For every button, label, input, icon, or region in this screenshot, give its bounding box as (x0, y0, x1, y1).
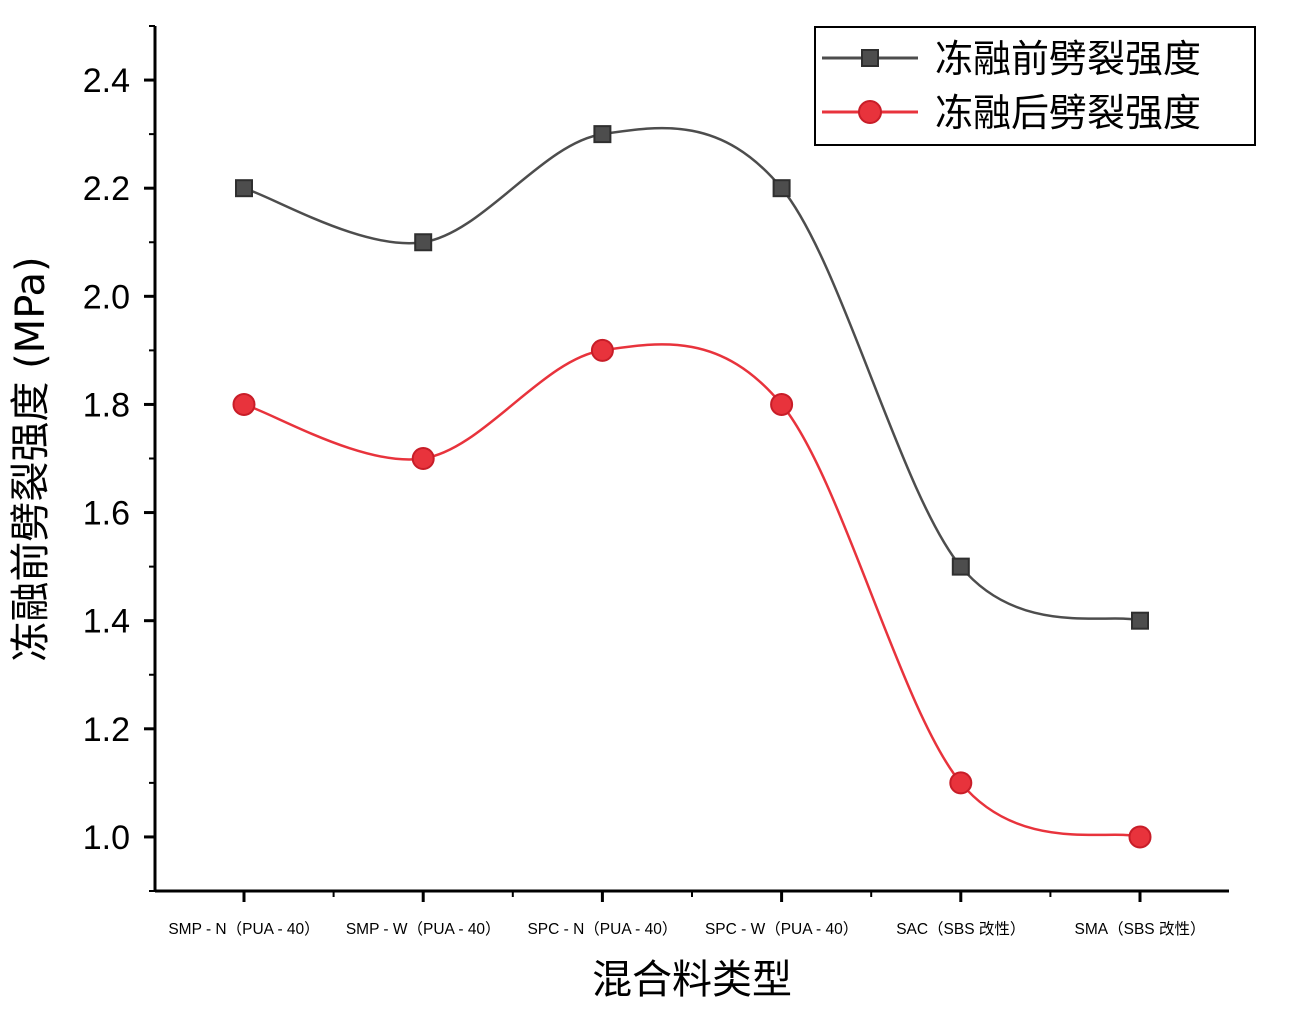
series-after-freeze-point-4 (770, 392, 794, 416)
y-tick-label: 2.0 (83, 278, 130, 316)
series-before-freeze-point-2 (414, 233, 433, 252)
x-tick-label: SMP - N（PUA - 40） (168, 921, 319, 938)
labels-layer: 1.0 1.2 1.4 1.6 1.8 2.0 2.2 2.4 SMP - N（PUA - 40… (83, 62, 1206, 938)
series-after-freeze-point-6 (1128, 825, 1152, 849)
legend: 冻融前劈裂强度 冻融后劈裂强度 (814, 26, 1256, 146)
x-tick-label: SMP - W（PUA - 40） (346, 921, 501, 938)
x-axis-title: 混合料类型 (592, 957, 792, 1003)
series-before-freeze-point-5 (951, 557, 970, 576)
x-tick-label: SMA（SBS 改性） (1075, 920, 1206, 938)
y-tick-label: 1.0 (83, 819, 130, 857)
x-tick-label: SPC - N（PUA - 40） (527, 921, 677, 938)
legend-label-series-2: 冻融后劈裂强度 (935, 91, 1201, 135)
x-tick-label: SAC（SBS 改性） (896, 920, 1025, 938)
y-tick-label: 2.2 (83, 170, 130, 208)
legend-square-marker (861, 49, 879, 67)
y-tick-label: 1.8 (83, 386, 130, 424)
legend-circle-marker (858, 100, 882, 124)
series-after-freeze-point-1 (232, 392, 256, 416)
y-tick-label: 1.4 (83, 603, 130, 641)
axes-layer (144, 25, 1229, 902)
series-before-freeze-point-6 (1131, 611, 1149, 630)
legend-label-series-1: 冻融前劈裂强度 (935, 37, 1201, 81)
y-tick-label: 2.4 (83, 62, 130, 100)
series-before-freeze-point-4 (772, 179, 791, 198)
y-axis-title: 冻融前劈裂强度 (MPa) (8, 256, 54, 661)
markers-layer (232, 125, 1152, 849)
x-tick-label: SPC - W（PUA - 40） (705, 921, 858, 938)
series-after-freeze-point-5 (949, 771, 973, 795)
y-tick-label: 1.2 (83, 711, 130, 749)
series-after-freeze-point-3 (590, 338, 614, 362)
series-before-freeze-point-3 (593, 125, 612, 144)
series-before-freeze-point-1 (235, 179, 253, 198)
legend-box (814, 26, 1256, 146)
y-tick-label: 1.6 (83, 495, 130, 533)
series-after-freeze-point-2 (411, 447, 435, 470)
